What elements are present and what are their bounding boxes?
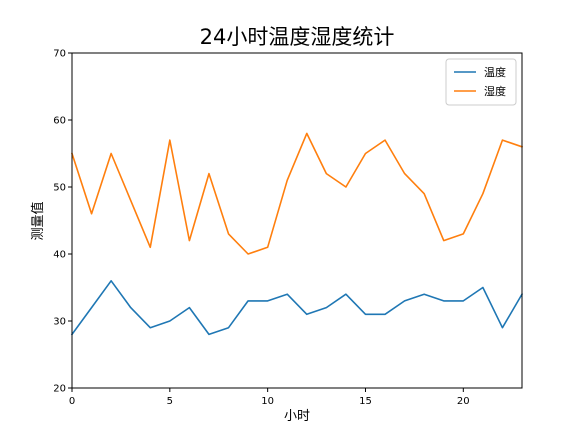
y-tick-label: 60	[53, 116, 66, 127]
plot-frame	[71, 52, 523, 389]
y-axis-label: 测量值	[30, 201, 46, 240]
y-axis: 20 30 40 50 60 70	[53, 49, 72, 395]
y-tick-label: 40	[53, 250, 66, 261]
x-tick-label: 0	[69, 396, 75, 407]
series-layer	[70, 132, 524, 336]
y-tick-label: 70	[53, 49, 66, 60]
x-tick-label: 5	[167, 396, 173, 407]
chart-title: 24小时温度湿度统计	[200, 25, 395, 49]
x-tick-label: 10	[261, 396, 274, 407]
series-line-humidity	[70, 132, 524, 255]
x-tick-label: 15	[359, 396, 372, 407]
series-line-temperature	[70, 279, 524, 336]
legend: 温度湿度	[445, 58, 517, 106]
legend-label: 温度	[484, 65, 506, 79]
x-axis-label: 小时	[284, 409, 310, 424]
legend-box	[445, 58, 517, 106]
y-tick-label: 20	[53, 384, 66, 395]
legend-label: 湿度	[484, 84, 506, 98]
y-tick-label: 30	[53, 317, 66, 328]
x-tick-label: 20	[457, 396, 470, 407]
y-tick-label: 50	[53, 183, 66, 194]
x-axis: 0 5 10 15 20	[69, 388, 470, 407]
